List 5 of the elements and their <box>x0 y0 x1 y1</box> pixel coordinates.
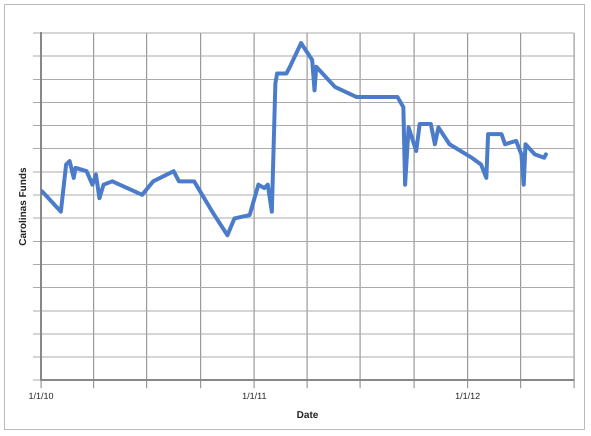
y-axis-title: Carolinas Funds <box>18 166 29 246</box>
x-tick-label: 1/1/10 <box>28 391 54 402</box>
x-tick-label: 1/1/11 <box>242 391 266 402</box>
x-axis-title: Date <box>296 410 319 421</box>
x-tick-label: 1/1/12 <box>455 391 480 402</box>
